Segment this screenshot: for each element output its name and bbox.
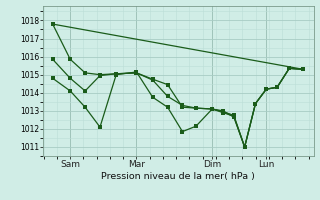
X-axis label: Pression niveau de la mer( hPa ): Pression niveau de la mer( hPa ) — [101, 172, 255, 181]
